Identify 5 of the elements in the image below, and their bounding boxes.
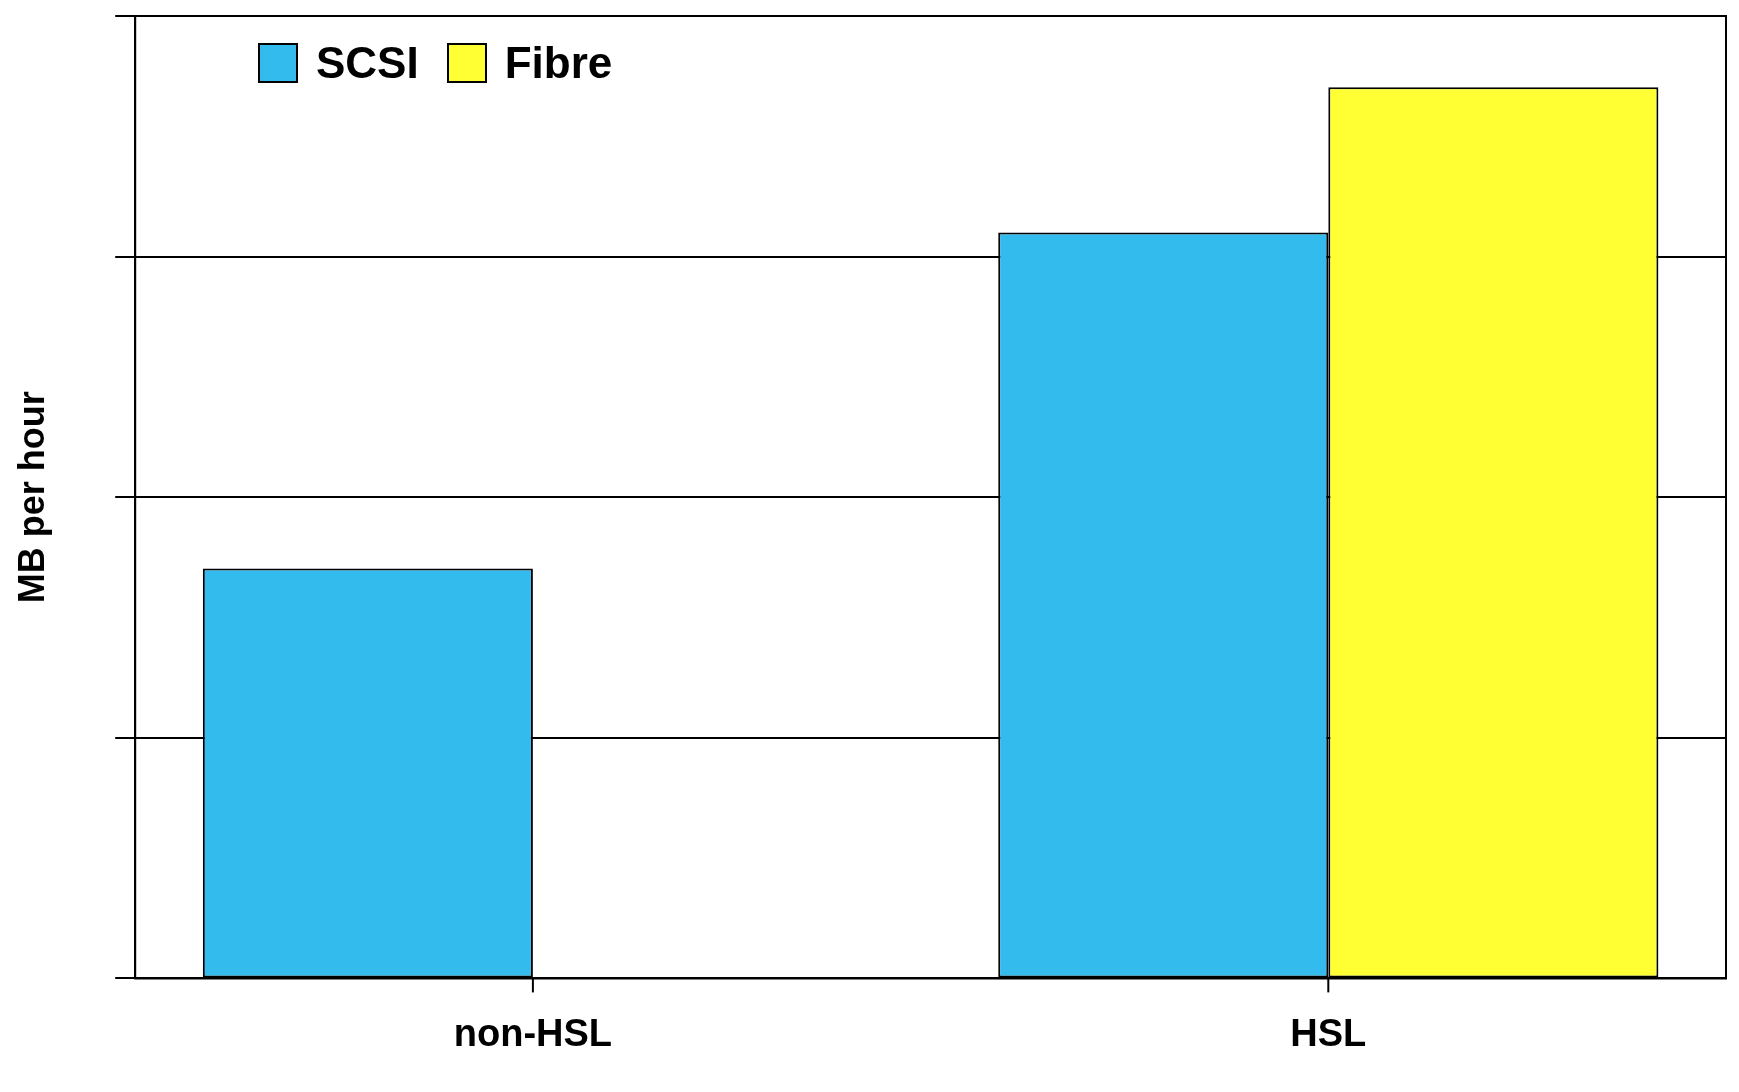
legend-label: SCSI (316, 38, 419, 88)
y-axis-title: MB per hour (10, 391, 52, 604)
x-tick-label: non-HSL (453, 1011, 613, 1054)
legend-label: Fibre (504, 38, 613, 88)
x-tick-label: HSL (1290, 1011, 1367, 1054)
